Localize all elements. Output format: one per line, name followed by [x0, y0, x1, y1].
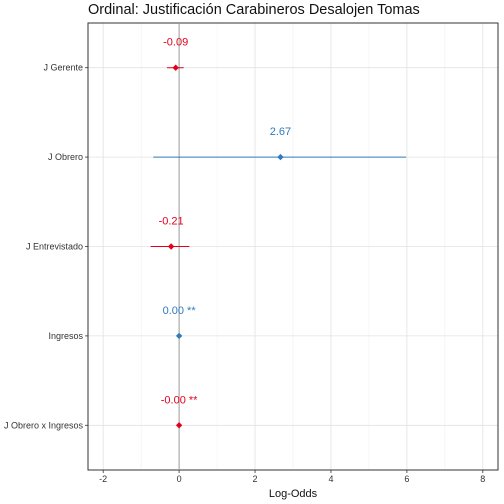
estimate-point [172, 64, 179, 71]
x-tick-label: 8 [480, 474, 485, 484]
estimate-label: -0.09 [163, 37, 188, 49]
x-tick-label: 4 [328, 474, 333, 484]
estimate-point [175, 332, 183, 340]
y-tick-label: J Gerente [43, 63, 83, 73]
estimate-marks: -0.09 2.67 -0.21 0.00 ** -0.00 ** [150, 37, 407, 429]
x-axis-ticks: -2 0 2 4 6 8 [99, 470, 485, 484]
x-tick-label: 0 [177, 474, 182, 484]
y-tick-label: J Obrero [48, 152, 83, 162]
x-tick-label: -2 [99, 474, 107, 484]
chart-title: Ordinal: Justificación Carabineros Desal… [88, 2, 420, 18]
estimate-point [167, 243, 175, 250]
y-axis-ticks: J Gerente J Obrero J Entrevistado Ingresos J… [4, 63, 88, 430]
grid-lines [87, 22, 499, 471]
estimate-point [175, 422, 183, 429]
estimate-label: 2.67 [270, 126, 291, 138]
y-tick-label: J Entrevistado [26, 242, 83, 252]
x-tick-label: 6 [404, 474, 409, 484]
estimate-label: -0.00 ** [161, 394, 198, 406]
x-tick-label: 2 [253, 474, 258, 484]
estimate-label: -0.21 [159, 216, 184, 228]
y-tick-label: Ingresos [48, 331, 83, 341]
x-axis-title: Log-Odds [269, 488, 318, 500]
estimate-point [277, 153, 284, 161]
estimate-label: 0.00 ** [163, 305, 197, 317]
y-tick-label: J Obrero x Ingresos [4, 420, 84, 430]
